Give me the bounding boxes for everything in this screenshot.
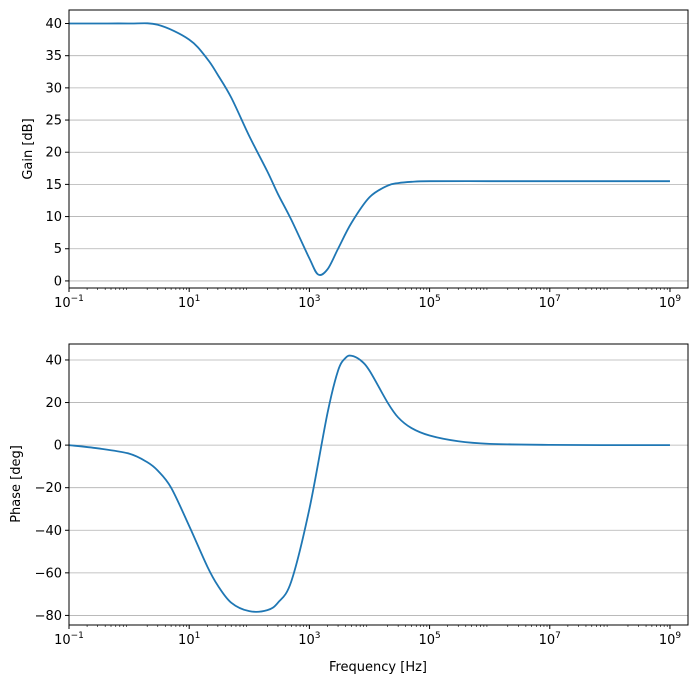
- phase-y-tick-label: 0: [54, 439, 62, 454]
- phase-y-tick-label: −20: [35, 481, 62, 496]
- phase-x-tick-label: 107: [539, 631, 561, 648]
- phase-x-axis-label: Frequency [Hz]: [329, 660, 427, 675]
- gain-series-layer: [69, 22, 670, 276]
- phase-x-tick-label: 101: [178, 631, 200, 648]
- gain-y-tick-label: 10: [45, 210, 62, 225]
- gain-y-tick-label: 0: [54, 274, 62, 289]
- gain-series-line: [69, 22, 670, 276]
- gain-x-tick-label: 109: [659, 294, 682, 311]
- gain-x-tick-label: 103: [298, 294, 320, 311]
- phase-gridlines: [69, 359, 688, 616]
- gain-x-tick-label: 10−1: [54, 294, 84, 311]
- phase-y-tick-label: −80: [35, 609, 62, 624]
- phase-y-tick-label: 20: [45, 396, 62, 411]
- gain-x-tick-label: 101: [178, 294, 200, 311]
- phase-panel: 10−1 101 103 105 107 109 −80 −60 −40 −20 0 20 40 Ph…: [9, 343, 689, 675]
- gain-y-tick-label: 20: [45, 146, 62, 161]
- phase-x-tick-label: 103: [298, 631, 320, 648]
- phase-y-tick-label: −40: [35, 524, 62, 539]
- gain-y-ticks: 0 5 10 15 20 25 30 35 40: [45, 17, 69, 289]
- phase-y-ticks: −80 −60 −40 −20 0 20 40: [35, 353, 69, 624]
- gain-y-tick-label: 5: [54, 242, 62, 257]
- gain-y-tick-label: 25: [45, 114, 62, 129]
- gain-x-tick-label: 107: [539, 294, 561, 311]
- gain-y-tick-label: 40: [45, 17, 62, 32]
- gain-x-tick-label: 105: [418, 294, 440, 311]
- phase-x-tick-label: 109: [659, 631, 682, 648]
- gain-x-ticks: 10−1 101 103 105 107 109: [54, 288, 681, 311]
- gain-axes-frame: [68, 9, 689, 289]
- phase-x-tick-label: 105: [418, 631, 440, 648]
- gain-panel: 10−1 101 103 105 107 109 0 5 10 15 20 25 30 35 40 Gai…: [21, 9, 689, 311]
- phase-axes-frame: [68, 343, 689, 626]
- phase-y-axis-label: Phase [deg]: [9, 445, 24, 523]
- phase-series-layer: [68, 354, 670, 613]
- phase-x-ticks: 10−1 101 103 105 107 109: [54, 625, 681, 648]
- phase-series-line: [68, 354, 670, 613]
- gain-y-axis-label: Gain [dB]: [21, 118, 36, 179]
- gain-y-tick-label: 35: [45, 49, 62, 64]
- gain-gridlines: [69, 23, 688, 282]
- phase-y-tick-label: 40: [45, 353, 62, 368]
- gain-y-tick-label: 30: [45, 81, 62, 96]
- phase-x-tick-label: 10−1: [54, 631, 84, 648]
- gain-y-tick-label: 15: [45, 178, 62, 193]
- phase-y-tick-label: −60: [35, 566, 62, 581]
